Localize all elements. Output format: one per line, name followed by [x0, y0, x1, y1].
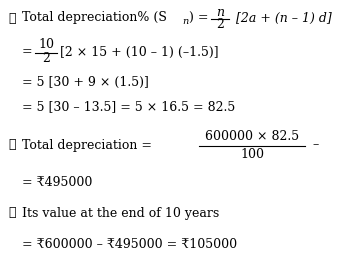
Text: [2a + (n – 1) d]: [2a + (n – 1) d] [232, 11, 332, 25]
Text: [2 × 15 + (10 – 1) (–1.5)]: [2 × 15 + (10 – 1) (–1.5)] [60, 45, 219, 59]
Text: –: – [312, 139, 318, 151]
Text: n: n [216, 6, 224, 18]
Text: 10: 10 [38, 39, 54, 52]
Text: n: n [182, 17, 188, 27]
Text: 2: 2 [216, 18, 224, 32]
Text: ∴: ∴ [8, 11, 16, 25]
Text: 600000 × 82.5: 600000 × 82.5 [205, 130, 299, 143]
Text: ∴: ∴ [8, 139, 16, 151]
Text: Total depreciation =: Total depreciation = [22, 139, 152, 151]
Text: 2: 2 [42, 53, 50, 66]
Text: = 5 [30 + 9 × (1.5)]: = 5 [30 + 9 × (1.5)] [22, 76, 149, 88]
Text: = 5 [30 – 13.5] = 5 × 16.5 = 82.5: = 5 [30 – 13.5] = 5 × 16.5 = 82.5 [22, 101, 235, 113]
Text: = ₹600000 – ₹495000 = ₹105000: = ₹600000 – ₹495000 = ₹105000 [22, 239, 237, 251]
Text: =: = [22, 45, 32, 59]
Text: Total depreciation% (S: Total depreciation% (S [22, 11, 167, 25]
Text: = ₹495000: = ₹495000 [22, 176, 92, 190]
Text: 100: 100 [240, 148, 264, 160]
Text: ∴: ∴ [8, 207, 16, 220]
Text: Its value at the end of 10 years: Its value at the end of 10 years [22, 207, 219, 220]
Text: ) =: ) = [189, 11, 209, 25]
